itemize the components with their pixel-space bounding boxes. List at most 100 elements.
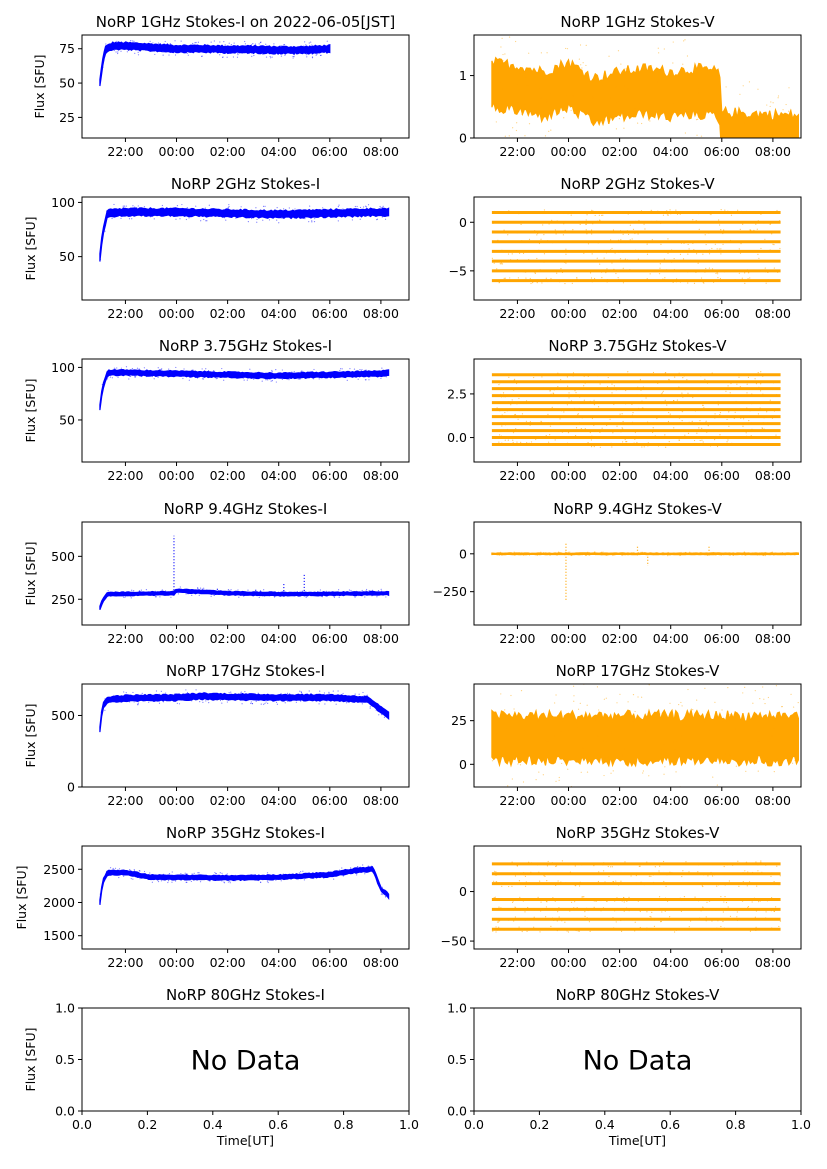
plot-frame [473, 358, 802, 463]
subplot-title: NoRP 80GHz Stokes-V [556, 986, 721, 1004]
subplot-11: NoRP 35GHz Stokes-V 22:00 00:00 02:00 04:00 0… [441, 824, 802, 970]
subplot-5: NoRP 3.75GHz Stokes-V 22:00 00:00 02:00 04:0… [447, 337, 802, 483]
x-tick-label: 04:00 [261, 631, 297, 646]
y-tick-label: 2000 [43, 895, 75, 910]
x-tick-label: 02:00 [210, 955, 246, 970]
subplot-title: NoRP 3.75GHz Stokes-I [159, 337, 332, 355]
x-tick-label: 1.0 [791, 1117, 811, 1132]
x-tick-label: 0.0 [72, 1117, 92, 1132]
x-tick-label: 00:00 [159, 468, 195, 483]
x-tick-label: 00:00 [551, 468, 587, 483]
y-tick-label: 0 [459, 884, 467, 899]
x-tick-label: 06:00 [704, 306, 740, 321]
y-tick-label: 0 [459, 215, 467, 230]
y-tick-label: 25 [451, 713, 467, 728]
subplot-10: NoRP 35GHz Stokes-I 22:00 00:00 02:00 04:00 0… [14, 824, 410, 970]
subplot-13: NoRP 80GHz Stokes-V 0.0 0.2 0.4 0.6 0.8 1.0 0.0… [447, 986, 811, 1148]
x-tick-label: 04:00 [653, 468, 689, 483]
subplot-title: NoRP 35GHz Stokes-V [556, 824, 721, 842]
subplot-6: NoRP 9.4GHz Stokes-I 22:00 00:00 02:00 04:00… [23, 500, 410, 646]
x-tick-label: 08:00 [755, 306, 791, 321]
data-series [99, 40, 331, 87]
y-tick-label: 1.0 [447, 1001, 467, 1016]
plot-frame [473, 683, 802, 788]
data-series [99, 366, 390, 411]
subplot-12: NoRP 80GHz Stokes-I 0.0 0.2 0.4 0.6 0.8 1.0 0.0… [23, 986, 419, 1148]
x-tick-label: 00:00 [551, 631, 587, 646]
y-axis-label: Flux [SFU] [14, 866, 29, 930]
no-data-label: No Data [583, 1046, 693, 1077]
data-envelope [99, 692, 390, 733]
x-axis-label: Time[UT] [608, 1133, 666, 1148]
x-tick-label: 22:00 [107, 468, 143, 483]
data-envelope [99, 369, 390, 411]
plot-frame [473, 196, 802, 301]
x-tick-label: 04:00 [653, 631, 689, 646]
x-tick-label: 22:00 [499, 306, 535, 321]
x-tick-label: 0.6 [268, 1117, 288, 1132]
y-axis-label: Flux [SFU] [32, 55, 47, 119]
x-tick-label: 08:00 [363, 793, 399, 808]
y-axis-label: Flux [SFU] [23, 542, 38, 606]
x-tick-label: 00:00 [551, 306, 587, 321]
x-tick-label: 00:00 [159, 793, 195, 808]
y-tick-label: 0 [459, 546, 467, 561]
x-tick-label: 04:00 [653, 793, 689, 808]
y-tick-label: 2500 [43, 862, 75, 877]
x-axis-label: Time[UT] [216, 1133, 274, 1148]
y-axis-label: Flux [SFU] [23, 217, 38, 281]
x-tick-label: 00:00 [551, 144, 587, 159]
y-tick-label: −50 [441, 934, 467, 949]
plot-frame [81, 845, 410, 950]
plot-frame [81, 358, 410, 463]
x-tick-label: 04:00 [653, 144, 689, 159]
y-tick-label: 0 [67, 780, 75, 795]
y-tick-label: 50 [59, 76, 75, 91]
data-series [99, 864, 390, 905]
x-tick-label: 02:00 [602, 306, 638, 321]
plot-frame [81, 521, 410, 626]
x-tick-label: 02:00 [602, 144, 638, 159]
x-tick-label: 08:00 [755, 468, 791, 483]
x-tick-label: 06:00 [312, 955, 348, 970]
x-tick-label: 00:00 [159, 631, 195, 646]
data-series [99, 535, 390, 611]
y-tick-label: 1 [459, 68, 467, 83]
x-tick-label: 0.4 [203, 1117, 223, 1132]
x-tick-label: 22:00 [499, 955, 535, 970]
x-tick-label: 06:00 [312, 468, 348, 483]
y-tick-label: 0.0 [55, 1104, 75, 1119]
subplot-title: NoRP 17GHz Stokes-I [166, 662, 325, 680]
no-data-label: No Data [191, 1046, 301, 1077]
data-envelope [491, 56, 799, 138]
y-tick-label: 50 [59, 412, 75, 427]
plot-frame [473, 845, 802, 950]
y-tick-label: 0.0 [447, 1104, 467, 1119]
subplot-title: NoRP 9.4GHz Stokes-I [164, 500, 328, 518]
x-tick-label: 06:00 [704, 144, 740, 159]
subplot-2: NoRP 2GHz Stokes-I 22:00 00:00 02:00 04:00 06… [23, 175, 410, 321]
subplot-title: NoRP 2GHz Stokes-I [171, 175, 320, 193]
x-tick-label: 06:00 [704, 955, 740, 970]
subplot-title: NoRP 17GHz Stokes-V [556, 662, 721, 680]
plot-frame [473, 34, 802, 139]
x-tick-label: 22:00 [107, 955, 143, 970]
x-tick-label: 0.4 [595, 1117, 615, 1132]
data-envelope [99, 207, 390, 262]
subplot-title: NoRP 1GHz Stokes-V [560, 13, 715, 31]
x-tick-label: 08:00 [755, 631, 791, 646]
y-tick-label: 0 [459, 757, 467, 772]
y-tick-label: 75 [59, 41, 75, 56]
x-tick-label: 08:00 [363, 306, 399, 321]
y-axis-label: Flux [SFU] [23, 379, 38, 443]
x-tick-label: 06:00 [312, 306, 348, 321]
x-tick-label: 04:00 [653, 955, 689, 970]
data-series [491, 36, 799, 138]
subplot-title: NoRP 9.4GHz Stokes-V [553, 500, 722, 518]
data-series [99, 689, 390, 733]
x-tick-label: 08:00 [363, 468, 399, 483]
data-series [99, 203, 390, 262]
y-tick-label: 0.0 [447, 430, 467, 445]
subplot-3: NoRP 2GHz Stokes-V 22:00 00:00 02:00 04:00 06… [449, 175, 802, 321]
